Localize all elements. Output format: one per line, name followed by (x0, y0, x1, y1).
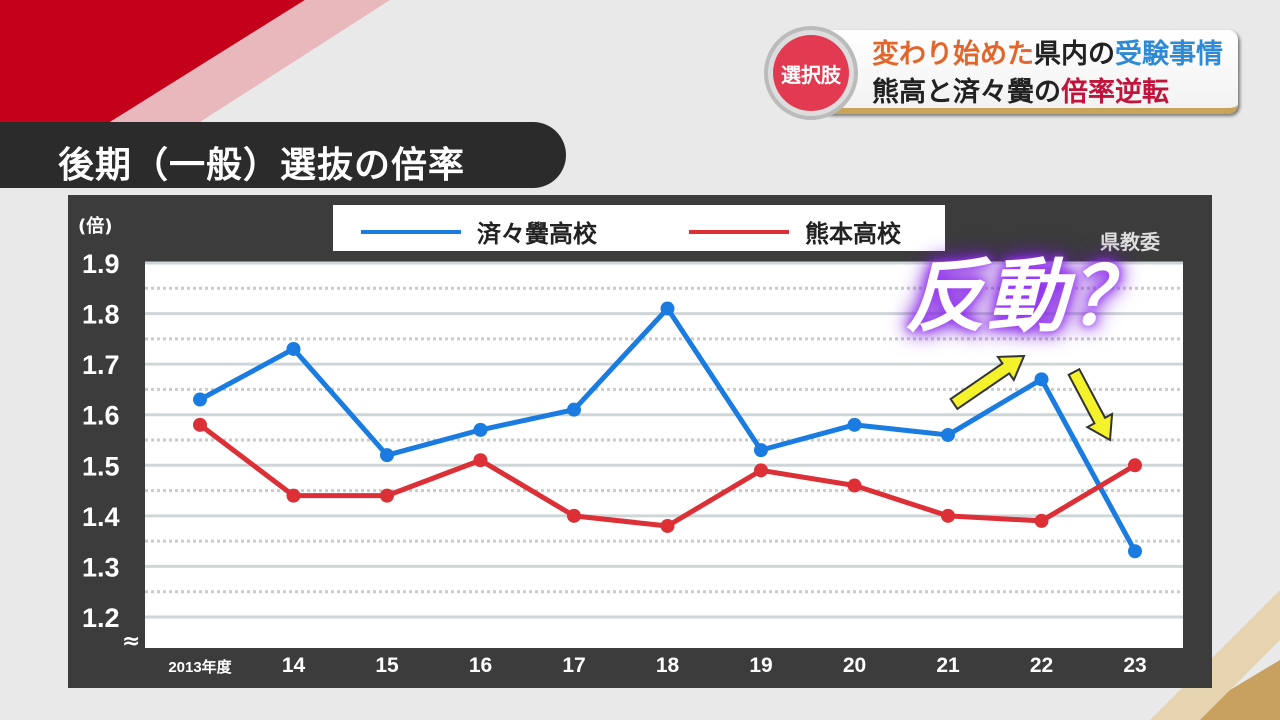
data-point-1 (1034, 513, 1049, 528)
category-badge: 選択肢 (764, 26, 858, 120)
x-tick-label: 18 (656, 654, 680, 677)
axis-break-symbol: ≈ (122, 629, 140, 654)
data-point-1 (567, 508, 581, 523)
data-point-0 (1034, 372, 1049, 387)
legend-swatch (361, 229, 461, 234)
x-tick-label: 21 (936, 654, 960, 677)
plot-area (145, 263, 1183, 648)
legend-item-seiseiko: 済々黌高校 (361, 214, 597, 249)
annotation-text: 反動？ (905, 250, 1151, 343)
data-point-1 (473, 453, 488, 468)
x-tick-label: 20 (843, 654, 866, 677)
data-point-0 (473, 422, 488, 437)
data-point-1 (1128, 458, 1142, 473)
x-tick-label: 19 (749, 654, 772, 677)
headline-segment: 県内の (1034, 39, 1115, 70)
down-arrow-icon (1067, 367, 1114, 442)
y-tick-label: 1.7 (82, 350, 120, 380)
headline-line-1: 変わり始めた県内の受験事情 (872, 32, 1223, 71)
source-label: 県教委 (1100, 230, 1160, 254)
legend-swatch (689, 229, 789, 234)
headline-segment: 変わり始めた (872, 39, 1034, 70)
x-tick-label: 22 (1030, 654, 1053, 677)
headline-line-2: 熊高と済々黌の倍率逆転 (872, 70, 1169, 109)
data-point-0 (193, 392, 207, 407)
y-axis-unit: (倍) (78, 216, 113, 237)
y-tick-label: 1.6 (82, 401, 120, 431)
x-tick-label: 2013年度 (168, 658, 232, 676)
data-point-0 (754, 443, 768, 458)
data-point-1 (286, 488, 301, 503)
legend-label: 済々黌高校 (477, 220, 597, 248)
data-point-0 (660, 301, 675, 316)
y-tick-label: 1.2 (82, 603, 120, 633)
data-point-1 (660, 518, 675, 533)
y-tick-label: 1.3 (82, 552, 120, 582)
x-tick-label: 17 (562, 654, 585, 677)
x-tick-label: 15 (375, 654, 399, 677)
headline-segment: 受験事情 (1115, 39, 1223, 70)
up-arrow-icon (949, 354, 1026, 411)
data-point-0 (847, 417, 862, 432)
badge-label: 選択肢 (773, 35, 849, 111)
legend: 済々黌高校 熊本高校 (333, 205, 945, 251)
y-tick-label: 1.5 (82, 451, 120, 481)
y-tick-label: 1.9 (82, 249, 120, 279)
data-point-1 (847, 478, 862, 493)
headline-segment: 熊高と済々黌の (872, 77, 1061, 108)
data-point-1 (380, 488, 394, 503)
data-point-0 (567, 402, 581, 417)
chart-title: 後期（一般）選抜の倍率 (0, 122, 566, 188)
data-point-1 (941, 508, 955, 523)
headline-banner: 選択肢 変わり始めた県内の受験事情 熊高と済々黌の倍率逆転 (760, 22, 1240, 120)
x-tick-label: 14 (282, 654, 306, 677)
data-point-0 (286, 341, 301, 356)
headline-segment: 倍率逆転 (1061, 77, 1169, 108)
legend-item-kumamoto: 熊本高校 (689, 214, 901, 249)
y-tick-label: 1.8 (82, 300, 120, 330)
headline-box (820, 30, 1238, 114)
data-point-1 (754, 463, 768, 478)
legend-label: 熊本高校 (805, 220, 901, 248)
data-point-0 (941, 427, 955, 442)
x-tick-label: 16 (469, 654, 492, 677)
data-point-0 (1128, 544, 1142, 559)
data-point-1 (193, 417, 207, 432)
x-tick-label: 23 (1123, 654, 1146, 677)
y-tick-label: 1.4 (82, 502, 120, 532)
data-point-0 (380, 448, 394, 463)
